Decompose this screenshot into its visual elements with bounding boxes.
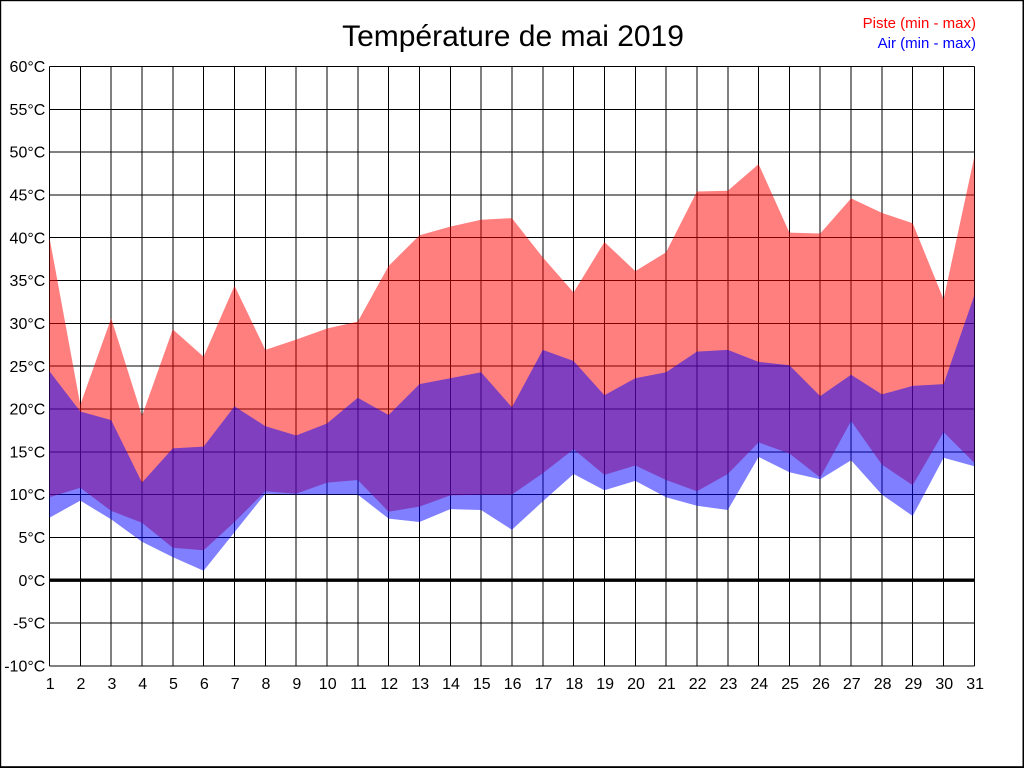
svg-text:11: 11: [350, 676, 367, 693]
svg-text:Piste (min - max): Piste (min - max): [863, 15, 976, 32]
svg-text:28: 28: [874, 676, 892, 693]
svg-text:12: 12: [380, 676, 398, 693]
svg-text:-5°C: -5°C: [13, 616, 45, 633]
svg-text:30°C: 30°C: [10, 316, 46, 333]
svg-text:18: 18: [565, 676, 583, 693]
svg-text:1: 1: [46, 676, 55, 693]
svg-text:17: 17: [535, 676, 553, 693]
svg-text:24: 24: [750, 676, 768, 693]
svg-text:31: 31: [966, 676, 984, 693]
svg-text:-10°C: -10°C: [4, 658, 45, 675]
svg-text:5: 5: [169, 676, 178, 693]
svg-text:2: 2: [77, 676, 86, 693]
svg-text:50°C: 50°C: [10, 145, 46, 162]
svg-text:15°C: 15°C: [10, 444, 46, 461]
svg-text:7: 7: [231, 676, 240, 693]
svg-text:0°C: 0°C: [18, 573, 45, 590]
svg-text:20°C: 20°C: [10, 402, 46, 419]
svg-text:9: 9: [292, 676, 301, 693]
svg-text:10°C: 10°C: [10, 487, 46, 504]
svg-text:16: 16: [504, 676, 522, 693]
svg-text:30: 30: [935, 676, 953, 693]
svg-text:8: 8: [262, 676, 271, 693]
svg-text:22: 22: [689, 676, 707, 693]
svg-text:3: 3: [107, 676, 116, 693]
svg-text:27: 27: [843, 676, 861, 693]
svg-text:5°C: 5°C: [18, 530, 45, 547]
svg-text:21: 21: [658, 676, 676, 693]
svg-text:25°C: 25°C: [10, 359, 46, 376]
svg-text:55°C: 55°C: [10, 102, 46, 119]
svg-text:25: 25: [781, 676, 799, 693]
svg-text:Température de mai 2019: Température de mai 2019: [342, 20, 684, 53]
svg-text:6: 6: [200, 676, 209, 693]
svg-text:15: 15: [473, 676, 491, 693]
svg-text:35°C: 35°C: [10, 273, 46, 290]
svg-text:40°C: 40°C: [10, 230, 46, 247]
svg-text:Air (min - max): Air (min - max): [878, 35, 976, 52]
svg-text:20: 20: [627, 676, 645, 693]
svg-text:29: 29: [905, 676, 923, 693]
svg-text:4: 4: [138, 676, 147, 693]
svg-text:45°C: 45°C: [10, 188, 46, 205]
svg-text:13: 13: [411, 676, 429, 693]
svg-text:14: 14: [442, 676, 460, 693]
svg-text:19: 19: [596, 676, 614, 693]
svg-text:26: 26: [812, 676, 830, 693]
svg-text:10: 10: [319, 676, 337, 693]
svg-text:60°C: 60°C: [10, 59, 46, 76]
svg-text:23: 23: [720, 676, 738, 693]
